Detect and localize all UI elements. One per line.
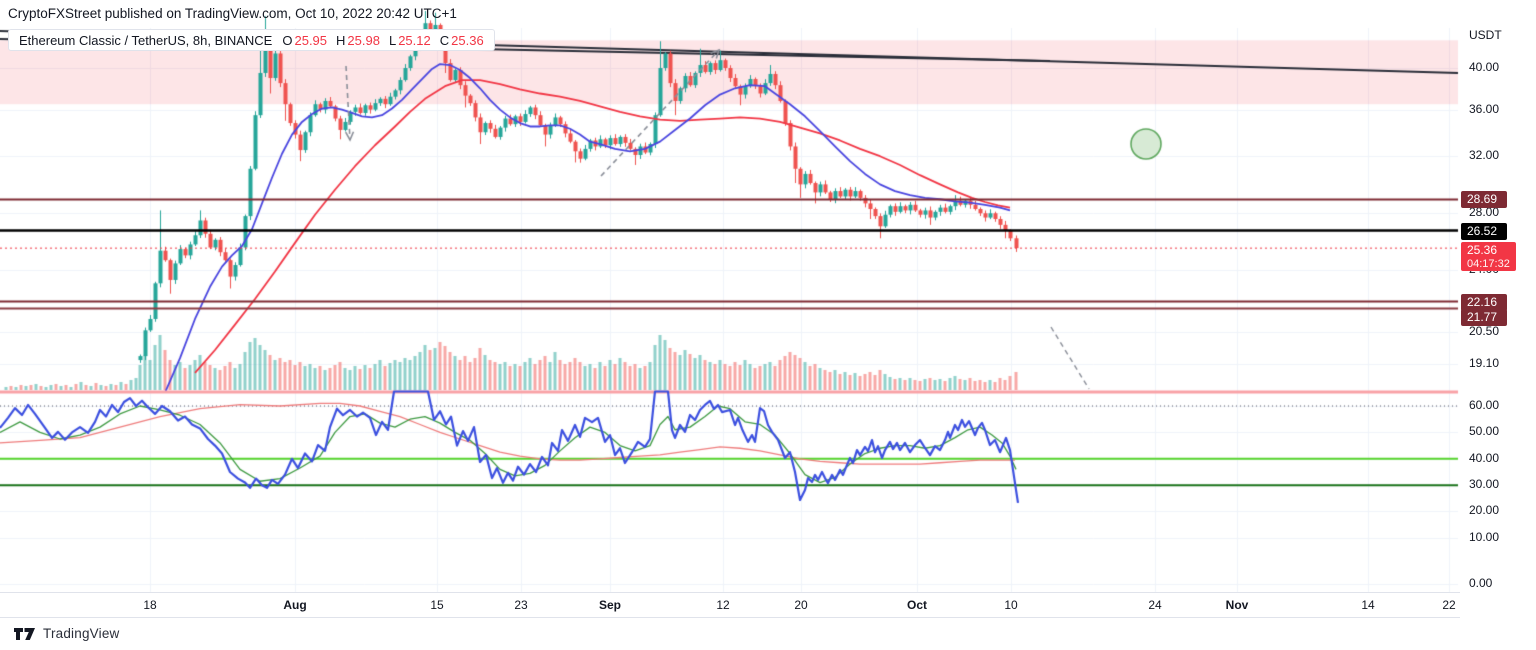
price-axis-unit: USDT — [1469, 28, 1502, 42]
price-axis-label: 0.00 — [1469, 576, 1493, 590]
price-axis-label: 28.00 — [1469, 205, 1500, 219]
price-axis-label: 10.00 — [1469, 530, 1500, 544]
price-axis-label: 40.00 — [1469, 60, 1500, 74]
time-axis[interactable]: 18 Aug 15 23 Sep 12 20 Oct 10 24 Nov 14 22 — [0, 592, 1460, 618]
ohlc-item: L 25.12 — [388, 32, 431, 48]
tradingview-brand-label: TradingView — [43, 626, 120, 641]
time-tick-label: Sep — [598, 598, 621, 612]
time-tick-label: 14 — [1361, 598, 1375, 612]
ohlc-item: C 25.36 — [439, 32, 484, 48]
ohlc-item: O 25.95 — [282, 32, 328, 48]
time-tick-label: Oct — [906, 598, 927, 612]
ohlc-item: H 25.98 — [336, 32, 380, 48]
price-axis-label: 20.50 — [1469, 324, 1500, 338]
tradingview-logo-icon — [14, 628, 35, 640]
time-tick-label: Aug — [283, 598, 307, 612]
time-tick-label: Nov — [1225, 598, 1249, 612]
price-axis-label: 30.00 — [1469, 477, 1500, 491]
price-badge: 22.16 — [1461, 293, 1507, 311]
price-axis-label: 50.00 — [1469, 424, 1500, 438]
price-axis-label: 40.00 — [1469, 451, 1500, 465]
time-tick-label: 23 — [514, 598, 528, 612]
symbol-title: Ethereum Classic / TetherUS, 8h, BINANCE — [19, 32, 273, 48]
price-axis-label: 60.00 — [1469, 398, 1500, 412]
time-tick-label: 18 — [143, 598, 157, 612]
tradingview-logo[interactable]: TradingView — [14, 626, 120, 641]
time-tick-label: 12 — [716, 598, 730, 612]
price-axis-label: 19.10 — [1469, 356, 1500, 370]
price-axis-label: 20.00 — [1469, 503, 1500, 517]
ohlc-values: O 25.95 H 25.98 L 25.12 C 25.36 — [282, 33, 483, 48]
price-badge: 25.36 04:17:32 — [1461, 242, 1516, 271]
time-tick-label: 10 — [1004, 598, 1018, 612]
time-tick-label: 22 — [1442, 598, 1456, 612]
attribution-text: CryptoFXStreet published on TradingView.… — [8, 6, 457, 21]
price-badge: 26.52 — [1461, 222, 1507, 240]
price-badge: 28.69 — [1461, 190, 1507, 208]
time-tick-label: 24 — [1148, 598, 1162, 612]
price-axis-label: 36.00 — [1469, 102, 1500, 116]
time-tick-label: 20 — [794, 598, 808, 612]
price-badge-countdown: 04:17:32 — [1467, 258, 1510, 270]
time-tick-label: 15 — [430, 598, 444, 612]
price-badge: 21.77 — [1461, 308, 1507, 326]
symbol-legend[interactable]: Ethereum Classic / TetherUS, 8h, BINANCE… — [8, 29, 495, 51]
price-axis-label: 32.00 — [1469, 148, 1500, 162]
